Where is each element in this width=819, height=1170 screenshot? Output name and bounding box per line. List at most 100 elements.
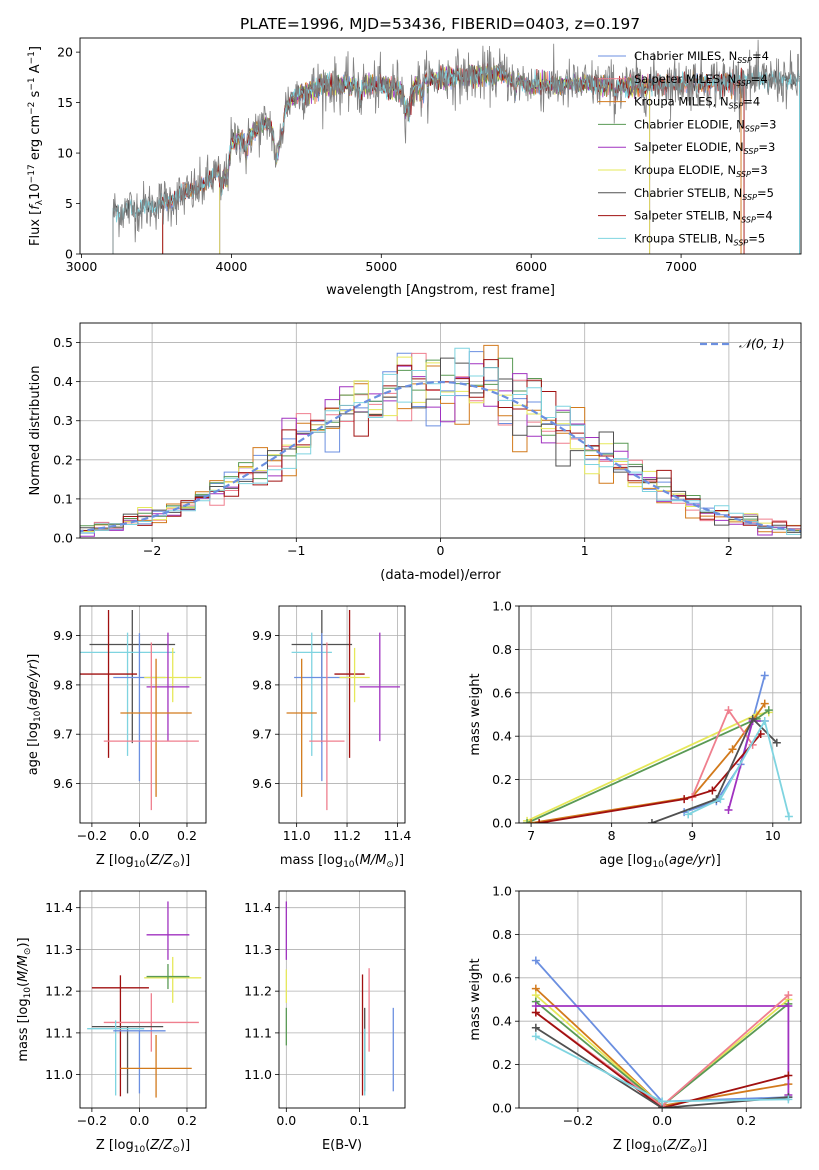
weight-marker (531, 956, 540, 965)
weight-marker (716, 795, 725, 804)
x-axis-label: (data-model)/error (380, 568, 501, 583)
weight-line-kroupa-stelib (687, 718, 790, 817)
axes-frame (278, 605, 406, 824)
tick-label-y: 0 (65, 247, 73, 262)
tick-label-y: 9.7 (252, 727, 272, 742)
tick-label-y: 9.9 (252, 628, 272, 643)
tick-label-x: −0.2 (77, 1113, 107, 1128)
weight-marker (764, 706, 773, 715)
axes-residuals: −2 −1 0 1 2 0.0 0.1 0.2 0.3 0.4 0.5 (data-model)/er… (28, 322, 802, 583)
tick-label-y: 0.6 (492, 970, 512, 985)
axes-frame (79, 37, 802, 255)
figure-title: PLATE=1996, MJD=53436, FIBERID=0403, z=0… (240, 15, 640, 33)
plot-area (285, 901, 394, 1096)
legend-entry: Chabrier ELODIE, NSSP=3 (634, 117, 776, 133)
x-axis-label: Z [log10(Z/Z⊙)] (96, 853, 190, 870)
weight-marker (527, 819, 536, 823)
y-axis-label: mass [log10(M/M⊙)] (16, 937, 33, 1061)
axes-frame (518, 890, 802, 1109)
axes-age_vs_mass: 11.0 11.2 11.4 9.6 9.7 9.8 9.9 mass [log10(M/M⊙… (252, 605, 411, 870)
axes-frame (278, 890, 406, 1109)
legend-entry: Kroupa MILES, NSSP=4 (634, 95, 760, 111)
tick-label-y: 9.8 (252, 677, 272, 692)
weight-marker (684, 810, 693, 819)
tick-label-y: 9.8 (53, 677, 73, 692)
legend-entry: Salpeter ELODIE, NSSP=3 (634, 140, 775, 156)
y-axis-label: age [log10(age/yr)] (26, 654, 43, 776)
weight-marker (784, 1002, 793, 1011)
tick-label-y: 1.0 (492, 884, 512, 899)
tick-label-x: 0.0 (129, 828, 149, 843)
model-spectrum-chabrier-miles (162, 63, 742, 254)
weight-marker (680, 795, 689, 804)
tick-label-y: 0.4 (53, 374, 73, 389)
tick-label-x: 0.0 (129, 1113, 149, 1128)
axes-spectrum: 3000 4000 5000 6000 7000 0 5 10 15 20 wavelength [… (27, 37, 802, 298)
model-spectrum-salpeter-elodie (219, 63, 650, 254)
tick-label-y: 11.2 (45, 984, 73, 999)
weight-marker (760, 717, 769, 726)
tick-label-y: 9.7 (53, 727, 73, 742)
axes-weight_vs_age: 7 8 9 10 0.0 0.2 0.4 0.6 0.8 1.0 mass weight age [l… (468, 599, 802, 870)
x-axis-label: Z [log10(Z/Z⊙)] (96, 1138, 190, 1155)
weight-marker (760, 699, 769, 708)
tick-label-y: 0.8 (492, 642, 512, 657)
normal-distribution-curve (80, 380, 801, 533)
plot-area (87, 901, 202, 1098)
model-spectrum-chabrier-elodie (219, 63, 650, 254)
tick-label-y: 0.2 (53, 452, 73, 467)
tick-label-x: −1 (287, 543, 305, 558)
weight-marker (658, 1097, 667, 1106)
weight-line-salpeter-stelib (538, 733, 762, 823)
legend-entry: 𝒩(0, 1) (739, 336, 785, 351)
y-axis-label: mass weight (468, 673, 483, 755)
model-spectrum-kroupa-miles (162, 62, 741, 254)
tick-label-y: 5 (65, 196, 73, 211)
axes-age_vs_Z: −0.2 0.0 0.2 9.6 9.7 9.8 9.9 Z [log10(Z/Z⊙)] age… (26, 605, 207, 870)
x-axis-label: wavelength [Angstrom, rest frame] (326, 283, 555, 298)
tick-label-y: 11.3 (244, 942, 272, 957)
tick-label-x: 0.1 (350, 1113, 370, 1128)
tick-label-y: 0.5 (53, 335, 73, 350)
tick-label-y: 0.4 (492, 1014, 512, 1029)
tick-label-x: 7000 (665, 259, 697, 274)
weight-line-salpeter-stelib (535, 1011, 789, 1108)
y-axis-label: mass weight (468, 958, 483, 1040)
tick-label-x: 0 (437, 543, 445, 558)
tick-label-y: 0.3 (53, 413, 73, 428)
weight-line-chabrier-stelib (651, 717, 778, 823)
tick-label-y: 9.6 (53, 776, 73, 791)
tick-label-y: 11.1 (45, 1025, 73, 1040)
weight-marker (760, 671, 769, 680)
tick-label-y: 0.6 (492, 685, 512, 700)
x-axis-label: mass [log10(M/M⊙)] (280, 853, 404, 870)
axes-mass_vs_Z: −0.2 0.0 0.2 11.0 11.1 11.2 11.3 11.4 Z [log10(Z… (16, 890, 207, 1155)
tick-label-x: 11.2 (333, 828, 361, 843)
weight-marker (784, 991, 793, 1000)
tick-label-x: −0.2 (77, 828, 107, 843)
plot-area (80, 344, 801, 538)
model-spectrum-salpeter-miles (162, 62, 742, 254)
weight-marker (531, 1032, 540, 1041)
tick-label-y: 15 (57, 95, 73, 110)
plot-area (80, 609, 202, 811)
weight-marker (728, 745, 737, 754)
tick-label-x: 0.0 (276, 1113, 296, 1128)
tick-label-y: 1.0 (492, 599, 512, 614)
weight-marker (523, 819, 532, 823)
x-axis-label: Z [log10(Z/Z⊙)] (613, 1138, 707, 1155)
weight-marker (647, 819, 656, 823)
tick-label-x: 4000 (215, 259, 247, 274)
tick-label-y: 0.1 (53, 491, 73, 506)
tick-label-x: 9 (688, 828, 696, 843)
tick-label-y: 11.4 (45, 900, 73, 915)
plot-area (523, 671, 793, 823)
weight-marker (748, 714, 757, 723)
tick-label-y: 0.0 (492, 816, 512, 831)
tick-label-x: 11.0 (283, 828, 311, 843)
tick-label-y: 0.8 (492, 927, 512, 942)
axes-frame (518, 605, 802, 824)
legend-entry: Kroupa ELODIE, NSSP=3 (634, 163, 768, 179)
tick-label-x: 0.2 (177, 828, 197, 843)
